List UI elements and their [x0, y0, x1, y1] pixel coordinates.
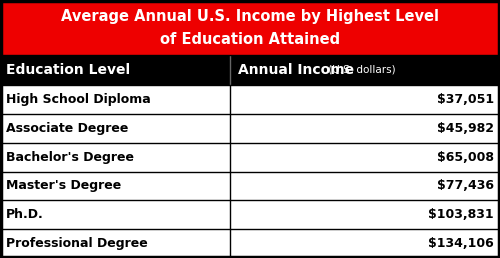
Text: $45,982: $45,982 [437, 122, 494, 135]
Bar [0, 114, 500, 143]
Text: $134,106: $134,106 [428, 237, 494, 250]
Text: $103,831: $103,831 [428, 208, 494, 221]
Bar [0, 229, 500, 258]
Text: Professional Degree: Professional Degree [6, 237, 148, 250]
Text: High School Diploma: High School Diploma [6, 93, 151, 106]
Text: (U.S. dollars): (U.S. dollars) [325, 65, 396, 75]
Bar [0, 172, 500, 200]
Bar [0, 85, 500, 114]
Text: Ph.D.: Ph.D. [6, 208, 44, 221]
Bar [0, 0, 500, 55]
Text: $37,051: $37,051 [437, 93, 494, 106]
Bar [0, 200, 500, 229]
Text: Education Level: Education Level [6, 63, 130, 77]
Text: Associate Degree: Associate Degree [6, 122, 128, 135]
Text: Average Annual U.S. Income by Highest Level: Average Annual U.S. Income by Highest Le… [61, 9, 439, 24]
Bar [0, 55, 500, 85]
Text: Master's Degree: Master's Degree [6, 179, 121, 192]
Text: of Education Attained: of Education Attained [160, 32, 340, 47]
Bar [0, 143, 500, 172]
Text: $77,436: $77,436 [437, 179, 494, 192]
Text: Annual Income: Annual Income [238, 63, 354, 77]
Text: $65,008: $65,008 [437, 151, 494, 164]
Text: Bachelor's Degree: Bachelor's Degree [6, 151, 134, 164]
